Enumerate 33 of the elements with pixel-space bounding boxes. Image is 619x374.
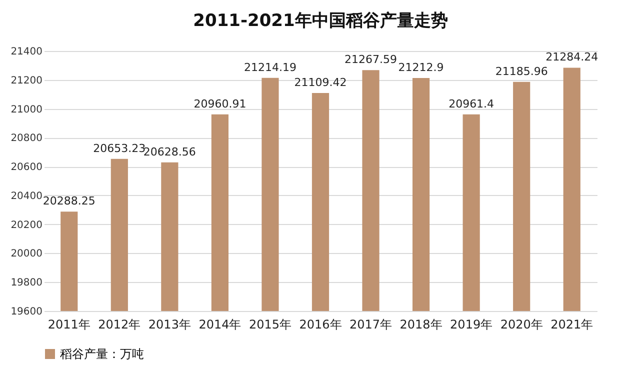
y-tick-label: 21200 [10,75,42,86]
y-tick-label: 21000 [10,104,42,116]
x-tick-label: 2013年 [148,318,191,332]
x-tick-label: 2017年 [350,318,392,332]
legend-label: 稻谷产量：万吨 [60,347,144,361]
y-tick-label: 19600 [10,306,42,318]
data-label: 21212.9 [398,61,444,74]
data-label: 21185.96 [495,64,548,78]
data-label: 21267.59 [344,53,398,66]
data-label: 20628.56 [143,145,196,158]
y-tick-label: 19800 [10,278,42,289]
data-label: 21214.19 [244,60,296,74]
x-tick-label: 2012年 [98,318,141,332]
x-tick-label: 2011年 [48,318,90,332]
y-tick-label: 20600 [10,162,42,174]
y-tick-label: 21400 [10,46,42,58]
x-tick-label: 2018年 [400,318,442,332]
y-tick-label: 20200 [10,220,42,231]
x-tick-label: 2020年 [500,318,543,332]
data-label: 20961.4 [448,97,494,110]
data-label: 20960.91 [194,97,246,110]
x-tick-label: 2019年 [450,318,493,332]
data-label: 21284.24 [546,50,598,64]
y-tick-label: 20000 [10,248,42,260]
data-label: 21109.42 [294,76,347,89]
y-tick-label: 20800 [10,133,42,144]
data-label: 20288.25 [42,194,96,208]
x-tick-label: 2014年 [198,318,242,332]
x-tick-label: 2016年 [299,318,342,332]
y-tick-label: 20400 [10,190,42,202]
x-tick-label: 2021年 [550,318,594,332]
x-tick-label: 2015年 [248,318,292,332]
chart-title: 2011-2021年中国稻谷产量走势 [193,11,448,31]
